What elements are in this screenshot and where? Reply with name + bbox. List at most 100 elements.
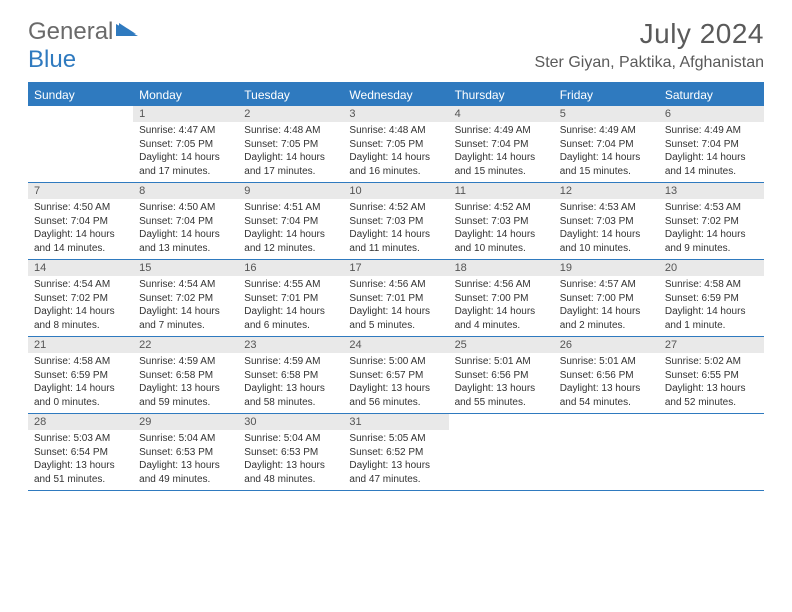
day-number: 5	[554, 106, 659, 122]
sunset-text: Sunset: 7:01 PM	[349, 292, 442, 306]
week-row: 1Sunrise: 4:47 AMSunset: 7:05 PMDaylight…	[28, 106, 764, 183]
sunset-text: Sunset: 7:04 PM	[560, 138, 653, 152]
day-number: 17	[343, 260, 448, 276]
day-number: 20	[659, 260, 764, 276]
day-number: 19	[554, 260, 659, 276]
sunrise-text: Sunrise: 4:58 AM	[34, 355, 127, 369]
daylight-text: Daylight: 13 hours and 54 minutes.	[560, 382, 653, 409]
day-body: Sunrise: 4:50 AMSunset: 7:04 PMDaylight:…	[28, 199, 133, 255]
day-body: Sunrise: 5:04 AMSunset: 6:53 PMDaylight:…	[133, 430, 238, 486]
page-header: General July 2024 Ster Giyan, Paktika, A…	[0, 0, 792, 78]
sunset-text: Sunset: 7:04 PM	[34, 215, 127, 229]
day-number: 9	[238, 183, 343, 199]
day-body: Sunrise: 5:03 AMSunset: 6:54 PMDaylight:…	[28, 430, 133, 486]
sunset-text: Sunset: 6:59 PM	[665, 292, 758, 306]
day-body: Sunrise: 4:50 AMSunset: 7:04 PMDaylight:…	[133, 199, 238, 255]
day-body: Sunrise: 5:00 AMSunset: 6:57 PMDaylight:…	[343, 353, 448, 409]
day-number: 6	[659, 106, 764, 122]
daylight-text: Daylight: 13 hours and 48 minutes.	[244, 459, 337, 486]
sunset-text: Sunset: 7:02 PM	[665, 215, 758, 229]
day-number: 4	[449, 106, 554, 122]
sunset-text: Sunset: 6:59 PM	[34, 369, 127, 383]
day-cell: 27Sunrise: 5:02 AMSunset: 6:55 PMDayligh…	[659, 337, 764, 413]
daylight-text: Daylight: 14 hours and 17 minutes.	[139, 151, 232, 178]
logo: General	[28, 18, 138, 46]
daylight-text: Daylight: 14 hours and 14 minutes.	[34, 228, 127, 255]
sunset-text: Sunset: 6:55 PM	[665, 369, 758, 383]
sunrise-text: Sunrise: 4:47 AM	[139, 124, 232, 138]
sunrise-text: Sunrise: 4:52 AM	[349, 201, 442, 215]
day-cell: 15Sunrise: 4:54 AMSunset: 7:02 PMDayligh…	[133, 260, 238, 336]
day-body: Sunrise: 5:01 AMSunset: 6:56 PMDaylight:…	[554, 353, 659, 409]
daylight-text: Daylight: 14 hours and 5 minutes.	[349, 305, 442, 332]
day-cell: 18Sunrise: 4:56 AMSunset: 7:00 PMDayligh…	[449, 260, 554, 336]
location-subtitle: Ster Giyan, Paktika, Afghanistan	[535, 54, 764, 72]
day-number: 23	[238, 337, 343, 353]
sunrise-text: Sunrise: 4:54 AM	[139, 278, 232, 292]
sunrise-text: Sunrise: 5:00 AM	[349, 355, 442, 369]
sunrise-text: Sunrise: 4:56 AM	[349, 278, 442, 292]
sunset-text: Sunset: 7:04 PM	[244, 215, 337, 229]
day-body: Sunrise: 4:56 AMSunset: 7:01 PMDaylight:…	[343, 276, 448, 332]
day-cell: 3Sunrise: 4:48 AMSunset: 7:05 PMDaylight…	[343, 106, 448, 182]
sunrise-text: Sunrise: 4:50 AM	[34, 201, 127, 215]
daylight-text: Daylight: 14 hours and 13 minutes.	[139, 228, 232, 255]
sunset-text: Sunset: 7:04 PM	[139, 215, 232, 229]
sunset-text: Sunset: 7:05 PM	[244, 138, 337, 152]
day-body: Sunrise: 4:52 AMSunset: 7:03 PMDaylight:…	[343, 199, 448, 255]
day-cell: 1Sunrise: 4:47 AMSunset: 7:05 PMDaylight…	[133, 106, 238, 182]
sunset-text: Sunset: 6:53 PM	[244, 446, 337, 460]
sunrise-text: Sunrise: 4:48 AM	[349, 124, 442, 138]
dow-header: Monday	[133, 84, 238, 106]
day-body: Sunrise: 4:56 AMSunset: 7:00 PMDaylight:…	[449, 276, 554, 332]
sunrise-text: Sunrise: 4:51 AM	[244, 201, 337, 215]
day-cell: 14Sunrise: 4:54 AMSunset: 7:02 PMDayligh…	[28, 260, 133, 336]
day-body: Sunrise: 4:57 AMSunset: 7:00 PMDaylight:…	[554, 276, 659, 332]
daylight-text: Daylight: 14 hours and 16 minutes.	[349, 151, 442, 178]
daylight-text: Daylight: 14 hours and 12 minutes.	[244, 228, 337, 255]
day-cell: 30Sunrise: 5:04 AMSunset: 6:53 PMDayligh…	[238, 414, 343, 490]
day-cell: 13Sunrise: 4:53 AMSunset: 7:02 PMDayligh…	[659, 183, 764, 259]
sunrise-text: Sunrise: 5:01 AM	[455, 355, 548, 369]
daylight-text: Daylight: 14 hours and 17 minutes.	[244, 151, 337, 178]
day-number: 7	[28, 183, 133, 199]
day-number	[28, 106, 133, 110]
sunset-text: Sunset: 7:01 PM	[244, 292, 337, 306]
daylight-text: Daylight: 14 hours and 6 minutes.	[244, 305, 337, 332]
sunset-text: Sunset: 7:05 PM	[349, 138, 442, 152]
day-body: Sunrise: 5:01 AMSunset: 6:56 PMDaylight:…	[449, 353, 554, 409]
daylight-text: Daylight: 14 hours and 8 minutes.	[34, 305, 127, 332]
sunset-text: Sunset: 7:05 PM	[139, 138, 232, 152]
day-cell: 31Sunrise: 5:05 AMSunset: 6:52 PMDayligh…	[343, 414, 448, 490]
day-number	[449, 414, 554, 418]
day-body: Sunrise: 4:58 AMSunset: 6:59 PMDaylight:…	[28, 353, 133, 409]
day-body: Sunrise: 4:54 AMSunset: 7:02 PMDaylight:…	[133, 276, 238, 332]
daylight-text: Daylight: 14 hours and 7 minutes.	[139, 305, 232, 332]
sunrise-text: Sunrise: 4:50 AM	[139, 201, 232, 215]
day-number: 11	[449, 183, 554, 199]
daylight-text: Daylight: 13 hours and 47 minutes.	[349, 459, 442, 486]
daylight-text: Daylight: 14 hours and 10 minutes.	[560, 228, 653, 255]
sunrise-text: Sunrise: 5:04 AM	[244, 432, 337, 446]
daylight-text: Daylight: 14 hours and 11 minutes.	[349, 228, 442, 255]
day-number: 25	[449, 337, 554, 353]
day-cell: 5Sunrise: 4:49 AMSunset: 7:04 PMDaylight…	[554, 106, 659, 182]
day-cell: 17Sunrise: 4:56 AMSunset: 7:01 PMDayligh…	[343, 260, 448, 336]
sunset-text: Sunset: 6:54 PM	[34, 446, 127, 460]
sunset-text: Sunset: 6:52 PM	[349, 446, 442, 460]
day-number: 18	[449, 260, 554, 276]
day-number: 31	[343, 414, 448, 430]
sunrise-text: Sunrise: 5:03 AM	[34, 432, 127, 446]
day-body: Sunrise: 4:49 AMSunset: 7:04 PMDaylight:…	[659, 122, 764, 178]
sunset-text: Sunset: 7:04 PM	[665, 138, 758, 152]
daylight-text: Daylight: 14 hours and 2 minutes.	[560, 305, 653, 332]
daylight-text: Daylight: 13 hours and 51 minutes.	[34, 459, 127, 486]
day-number: 26	[554, 337, 659, 353]
daylight-text: Daylight: 14 hours and 10 minutes.	[455, 228, 548, 255]
day-number: 30	[238, 414, 343, 430]
day-cell	[28, 106, 133, 182]
day-body: Sunrise: 5:04 AMSunset: 6:53 PMDaylight:…	[238, 430, 343, 486]
day-cell: 29Sunrise: 5:04 AMSunset: 6:53 PMDayligh…	[133, 414, 238, 490]
day-body: Sunrise: 5:02 AMSunset: 6:55 PMDaylight:…	[659, 353, 764, 409]
day-body: Sunrise: 4:49 AMSunset: 7:04 PMDaylight:…	[554, 122, 659, 178]
